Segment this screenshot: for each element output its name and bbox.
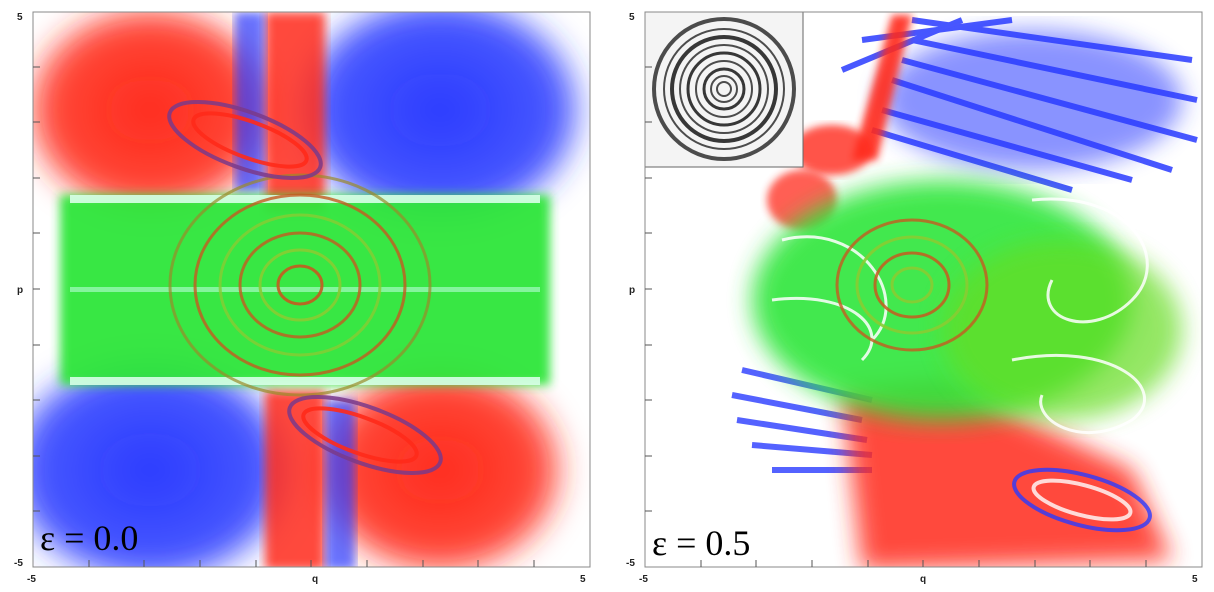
epsilon-annotation-left: ε = 0.0 — [40, 518, 138, 558]
central-spiral-right — [835, 218, 989, 352]
white-swirl-lines — [771, 197, 1149, 434]
chart-panel-left: 5 p -5 -5 q 5 ε = 0.0 — [0, 0, 596, 592]
upper-lobe-left — [167, 100, 323, 180]
red-region-bottom-right2 — [842, 380, 1172, 567]
grayscale-spiral-inset — [645, 12, 804, 168]
chart-left-svg: 5 p -5 -5 q 5 ε = 0.0 — [14, 11, 591, 585]
chart-right-svg: 5 p -5 -5 q 5 ε = 0.5 — [626, 11, 1203, 585]
scatter-field-left — [33, 12, 590, 567]
red-region-top-left — [33, 12, 280, 220]
blue-region-bottom-left — [33, 350, 300, 567]
y-tick-bottom-right: -5 — [626, 558, 635, 569]
y-tick-top-left: 5 — [17, 12, 23, 23]
chart-panel-right: 5 p -5 -5 q 5 ε = 0.5 — [612, 0, 1208, 592]
green-right-lobe — [942, 240, 1182, 420]
tick-marks-left — [33, 66, 535, 567]
x-tick-right-left: 5 — [580, 574, 586, 585]
tick-marks-right — [645, 66, 1147, 567]
x-tick-right-right: 5 — [1192, 574, 1198, 585]
scatter-field-right — [645, 12, 1198, 567]
blue-region-top-right2 — [882, 30, 1182, 170]
red-streak-top — [265, 12, 325, 212]
central-spiral-left — [168, 173, 432, 397]
red-streak-top-right — [852, 15, 912, 160]
x-axis-label-left: q — [312, 574, 318, 585]
lower-right-loop — [1012, 467, 1152, 533]
y-tick-bottom-left: -5 — [14, 558, 23, 569]
blue-streak-top — [235, 12, 265, 192]
white-separatrix-bottom — [70, 377, 540, 385]
blue-streak-bottom — [325, 400, 355, 567]
x-tick-left-left: -5 — [27, 574, 36, 585]
x-axis-label-right: q — [920, 574, 926, 585]
white-centre-line — [70, 287, 540, 292]
y-axis-label-left: p — [17, 285, 23, 296]
y-axis-label-right: p — [629, 285, 635, 296]
epsilon-annotation-right: ε = 0.5 — [652, 523, 750, 563]
blue-region-top-right — [290, 12, 590, 230]
lower-lobe-left — [287, 395, 443, 475]
red-blob-upper — [792, 125, 872, 175]
white-separatrix-top — [70, 195, 540, 203]
x-tick-left-right: -5 — [639, 574, 648, 585]
y-tick-top-right: 5 — [629, 12, 635, 23]
red-streak-bottom — [265, 390, 325, 567]
